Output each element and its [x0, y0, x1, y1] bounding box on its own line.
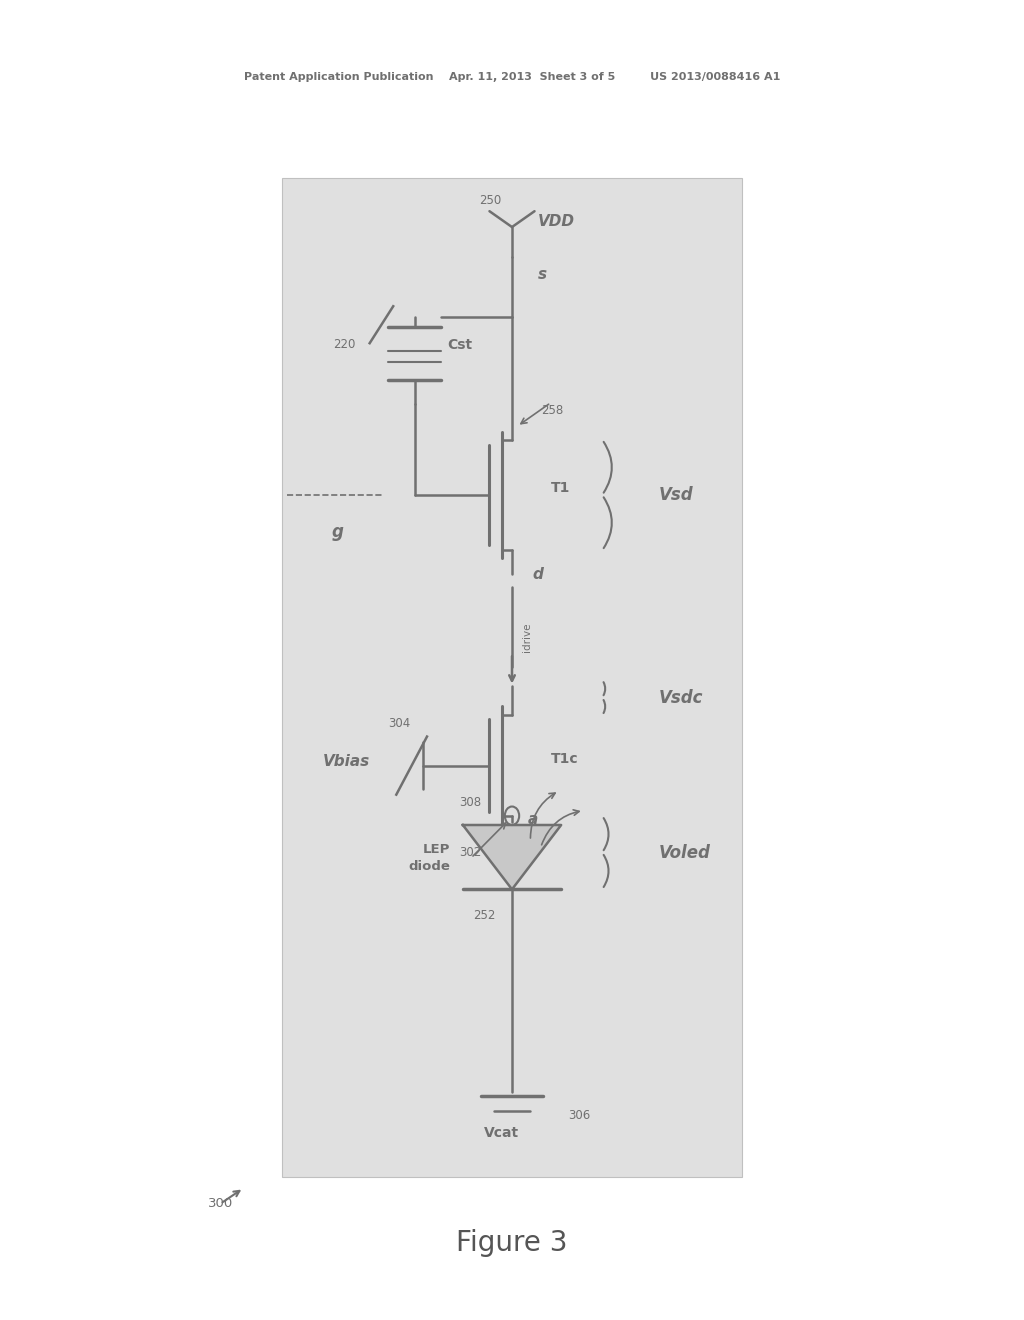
Text: idrive: idrive — [522, 622, 532, 652]
Text: 252: 252 — [473, 909, 496, 923]
Bar — [282, 178, 742, 1177]
Text: Voled: Voled — [658, 843, 711, 862]
Text: 300: 300 — [208, 1197, 232, 1210]
Text: Vcat: Vcat — [484, 1126, 519, 1139]
Text: Cst: Cst — [447, 338, 473, 351]
Text: Vbias: Vbias — [323, 754, 370, 770]
Text: a: a — [527, 812, 538, 828]
Text: 304: 304 — [388, 717, 411, 730]
Text: 308: 308 — [459, 796, 481, 809]
Text: Figure 3: Figure 3 — [457, 1229, 567, 1258]
Text: Patent Application Publication    Apr. 11, 2013  Sheet 3 of 5         US 2013/00: Patent Application Publication Apr. 11, … — [244, 71, 780, 82]
Text: 220: 220 — [333, 338, 355, 351]
Text: Vsd: Vsd — [658, 486, 693, 504]
Text: d: d — [532, 566, 544, 582]
Text: Vsdc: Vsdc — [658, 689, 702, 706]
Text: LEP
diode: LEP diode — [409, 843, 451, 873]
Text: VDD: VDD — [538, 214, 574, 230]
Text: T1: T1 — [551, 482, 570, 495]
Text: T1c: T1c — [551, 752, 579, 766]
Text: s: s — [538, 267, 547, 282]
Text: g: g — [332, 523, 344, 541]
Text: 258: 258 — [541, 404, 563, 417]
Text: 306: 306 — [568, 1109, 591, 1122]
Polygon shape — [463, 825, 561, 890]
Text: 302: 302 — [459, 846, 481, 859]
Text: 250: 250 — [479, 194, 502, 207]
